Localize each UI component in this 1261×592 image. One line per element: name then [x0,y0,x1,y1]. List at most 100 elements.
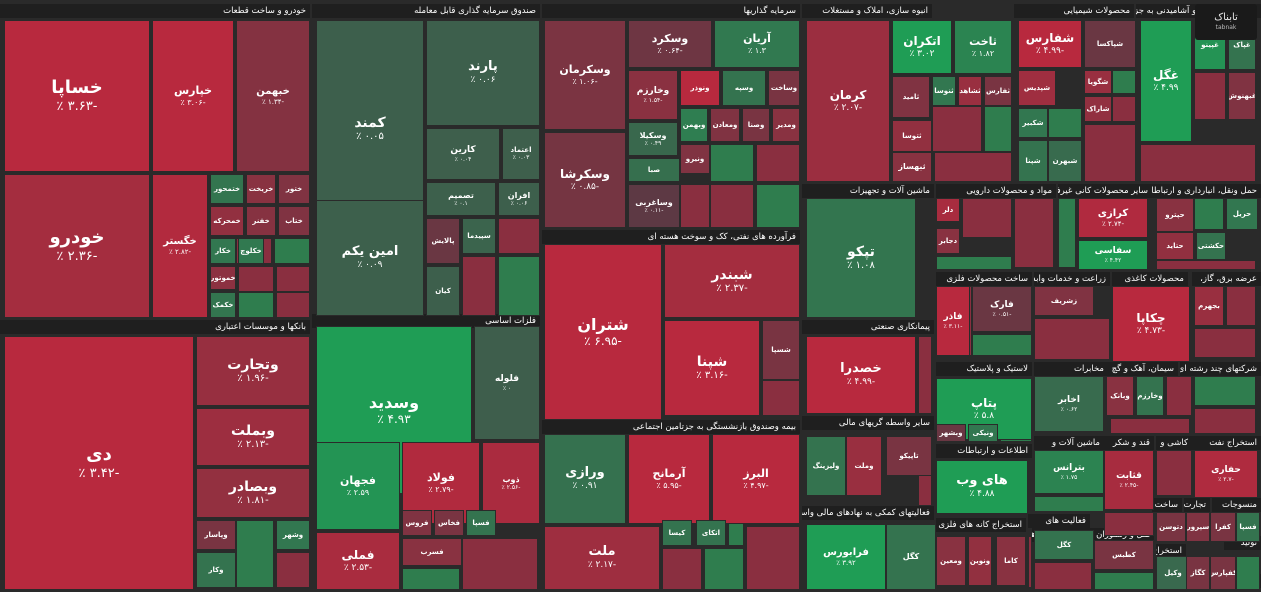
symbol-tile[interactable]: بجهرم [1194,286,1224,326]
symbol-tile[interactable]: شفارس -۴.۹۹ ٪ [1018,20,1082,68]
symbol-tile[interactable]: ونیکی [968,424,998,442]
symbol-tile[interactable]: وبانک [1106,376,1134,416]
symbol-tile[interactable]: خکلوچ [238,238,264,264]
symbol-tile[interactable]: کگل [1034,530,1094,560]
symbol-tile[interactable]: خکمک [210,292,236,318]
symbol-tile[interactable]: فارک -۰.۵۱ ٪ [972,286,1032,332]
symbol-tile[interactable]: پارند ۰.۰۶ ٪ [426,20,540,126]
symbol-tile[interactable]: ونوذر [680,70,720,106]
symbol-tile[interactable]: وساغربی -۰.۱۱ ٪ [628,184,680,228]
symbol-tile[interactable]: وبصادر -۱.۸۱ ٪ [196,468,310,518]
symbol-tile[interactable]: وصنا [742,108,770,142]
symbol-tile[interactable]: خپارس -۳.۰۶ ٪ [152,20,234,172]
symbol-tile[interactable]: وکار [196,552,236,588]
symbol-tile[interactable]: وشهر [276,520,310,550]
symbol-tile[interactable]: وبهمن [680,108,708,142]
symbol-tile[interactable]: اعتماد ۰.۰۳ ٪ [502,128,540,180]
symbol-tile[interactable]: کگاز [1186,556,1210,590]
symbol-tile[interactable]: اتکران ۳.۰۲ ٪ [892,20,952,74]
symbol-tile[interactable]: شسپا [762,320,800,380]
symbol-tile[interactable]: کارین ۰.۰۴ ٪ [426,128,500,180]
symbol-tile[interactable]: خصدرا -۴.۹۹ ٪ [806,336,916,414]
symbol-tile[interactable]: وپاسار [196,520,236,550]
symbol-tile[interactable]: وبملت -۲.۱۳ ٪ [196,408,310,466]
symbol-tile[interactable]: ختاب [278,206,310,236]
symbol-tile[interactable]: غبهنوش [1228,72,1256,120]
symbol-tile[interactable]: کرازی -۲.۷۴ ٪ [1078,198,1148,238]
symbol-tile[interactable]: اتکای [696,520,726,546]
symbol-tile[interactable]: وخارزم [1136,376,1164,416]
symbol-tile[interactable]: کفپارس [1210,556,1236,590]
symbol-tile[interactable]: وخارزم -۱.۵۴ ٪ [628,70,678,120]
symbol-tile[interactable]: خودرو -۲.۳۶ ٪ [4,174,150,318]
symbol-tile[interactable]: فروس [402,510,432,536]
symbol-tile[interactable]: شپنا -۳.۱۶ ٪ [664,320,760,416]
symbol-tile[interactable]: وسکرمان -۱.۰۶ ٪ [544,20,626,130]
symbol-tile[interactable]: ثبهساز [892,152,932,182]
symbol-tile[interactable]: اخابر ۰.۶۲ ٪ [1034,376,1104,432]
symbol-tile[interactable]: ثنوسا [932,76,956,106]
symbol-tile[interactable]: دجابر [936,228,960,254]
symbol-tile[interactable]: قثابت -۲.۴۵ ٪ [1104,450,1154,510]
symbol-tile[interactable]: دلر [936,198,960,222]
symbol-tile[interactable]: افران ۰.۰۶ ٪ [498,182,540,216]
symbol-tile[interactable]: وکیل [1156,556,1190,590]
symbol-tile[interactable]: ثشاهد [958,76,982,106]
symbol-tile[interactable]: کگل [886,524,936,590]
symbol-tile[interactable]: ختمحور [210,174,244,204]
symbol-tile[interactable]: شپاکسا [1084,20,1136,68]
symbol-tile[interactable]: ومدیر [772,108,800,142]
symbol-tile[interactable]: ثتوسا [892,120,932,152]
symbol-tile[interactable]: کیسا [662,520,692,546]
symbol-tile[interactable]: فسرب [402,538,462,566]
symbol-tile[interactable]: تاپیکو [886,436,932,476]
symbol-tile[interactable]: زشریف [1034,286,1094,316]
symbol-tile[interactable]: ملت -۲.۱۷ ٪ [544,526,660,590]
symbol-tile[interactable]: وسکرد -۰.۶۴ ٪ [628,20,712,68]
symbol-tile[interactable]: ومعین [936,536,966,586]
symbol-tile[interactable]: خکار [210,238,236,264]
symbol-tile[interactable]: شاراک [1084,96,1112,122]
symbol-tile[interactable]: آریان ۱.۳ ٪ [714,20,800,68]
symbol-tile[interactable]: حکشتی [1196,232,1226,260]
symbol-tile[interactable]: فسپا [466,510,496,536]
symbol-tile[interactable]: خگستر -۲.۸۲ ٪ [152,174,208,318]
symbol-tile[interactable]: حتاید [1156,232,1194,260]
symbol-tile[interactable]: ختور [278,174,310,204]
symbol-tile[interactable]: سپیدما [462,218,496,254]
symbol-tile[interactable]: فجهان ۲.۵۹ ٪ [316,442,400,530]
symbol-tile[interactable]: ولیزینگ [806,436,846,496]
symbol-tile[interactable]: ثامید [892,76,930,118]
symbol-tile[interactable]: خفنر [246,206,276,236]
symbol-tile[interactable]: خموتور [210,266,236,290]
symbol-tile[interactable]: البرز -۴.۹۷ ٪ [712,434,800,524]
symbol-tile[interactable]: فاذر -۳.۱۱ ٪ [936,286,970,356]
symbol-tile[interactable]: شپدیس [1018,70,1056,106]
symbol-tile[interactable]: دتوسن [1156,512,1186,542]
symbol-tile[interactable]: فسپا [1236,512,1260,542]
symbol-tile[interactable]: فرابورس ۳.۹۲ ٪ [806,524,886,590]
symbol-tile[interactable]: ومعادن [710,108,740,142]
symbol-tile[interactable]: ونیرو [680,144,710,174]
symbol-tile[interactable]: ورازی ۰.۹۱ ٪ [544,434,626,524]
symbol-tile[interactable]: دی -۳.۴۲ ٪ [4,336,194,590]
symbol-tile[interactable]: چکاپا -۴.۷۳ ٪ [1112,286,1190,362]
symbol-tile[interactable]: کیان [426,266,460,316]
symbol-tile[interactable]: سپرور [1186,512,1210,542]
symbol-tile[interactable]: امین یکم ۰.۰۹ ٪ [316,200,424,316]
symbol-tile[interactable]: شتران -۶.۹۵ ٪ [544,244,662,420]
symbol-tile[interactable]: های وب ۴.۸۸ ٪ [936,460,1028,514]
symbol-tile[interactable]: فملی -۲.۵۳ ٪ [316,532,400,590]
symbol-tile[interactable]: کطبس [1094,540,1154,570]
symbol-tile[interactable]: شکبیر [1018,108,1048,138]
symbol-tile[interactable]: ثفارس [984,76,1012,106]
symbol-tile[interactable]: فخاس [434,510,464,536]
symbol-tile[interactable]: غگل ۴.۹۹ ٪ [1140,20,1192,142]
symbol-tile[interactable]: شبندر -۲.۳۷ ٪ [664,244,800,318]
symbol-tile[interactable]: پالایش [426,218,460,264]
symbol-tile[interactable]: خبهمن -۱.۳۴ ٪ [236,20,310,172]
symbol-tile[interactable]: تپکو ۱.۰۸ ٪ [806,198,916,318]
symbol-tile[interactable]: وسپه [722,70,766,106]
symbol-tile[interactable]: وسکیلا ۰.۴۹ ٪ [628,122,678,156]
symbol-tile[interactable]: وسکرشا -۰.۸۵ ٪ [544,132,626,228]
